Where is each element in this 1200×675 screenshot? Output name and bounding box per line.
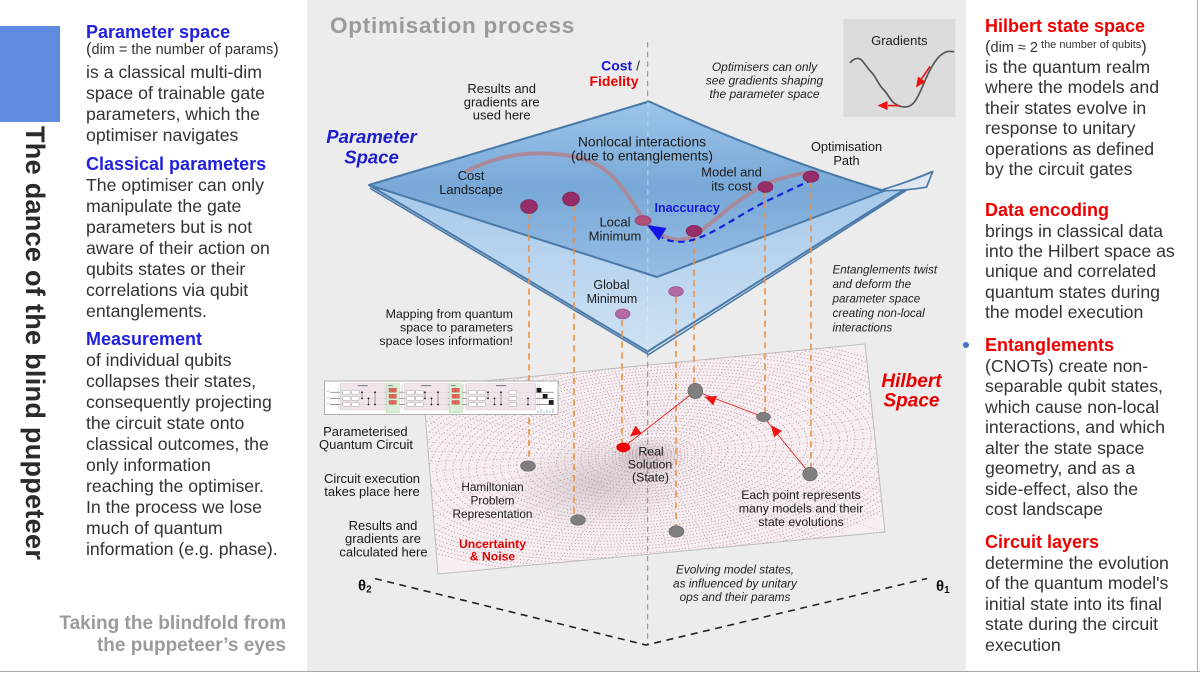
svg-text:(State): (State) [632, 471, 669, 485]
svg-text:as influenced by unitary: as influenced by unitary [673, 577, 798, 591]
svg-text:Nonlocal interactions: Nonlocal interactions [578, 135, 706, 150]
svg-text:state evolutions: state evolutions [758, 515, 843, 529]
svg-text:Results and: Results and [467, 81, 536, 96]
svg-text:Fidelity: Fidelity [589, 73, 638, 89]
svg-text:Each point represents: Each point represents [741, 488, 861, 502]
svg-text:θ2: θ2 [358, 578, 372, 596]
svg-text:Hamiltonian: Hamiltonian [461, 480, 523, 494]
svg-text:Quantum Circuit: Quantum Circuit [319, 437, 413, 452]
svg-text:space loses information!: space loses information! [379, 334, 513, 348]
svg-text:Solution: Solution [628, 458, 673, 472]
svg-text:interactions: interactions [833, 322, 893, 335]
svg-text:the parameter space: the parameter space [709, 87, 819, 101]
svg-text:Evolving model states,: Evolving model states, [676, 563, 794, 577]
svg-text:ops and their params: ops and their params [680, 590, 791, 604]
svg-text:Space: Space [344, 147, 399, 168]
svg-text:Optimisers can only: Optimisers can only [712, 60, 818, 74]
svg-text:Path: Path [833, 153, 859, 168]
svg-text:Minimum: Minimum [589, 229, 642, 244]
svg-text:Parameterised: Parameterised [323, 424, 408, 439]
svg-text:and deform the: and deform the [833, 278, 912, 291]
svg-text:Uncertainty: Uncertainty [459, 537, 526, 551]
svg-text:Results and: Results and [349, 518, 418, 533]
svg-text:Hilbert: Hilbert [881, 371, 942, 392]
svg-text:calculated here: calculated here [339, 544, 427, 559]
svg-text:Global: Global [593, 278, 629, 292]
svg-text:Problem: Problem [471, 494, 515, 508]
svg-text:(due to entanglements): (due to entanglements) [571, 149, 713, 164]
svg-text:many models and their: many models and their [739, 502, 863, 516]
svg-text:& Noise: & Noise [470, 550, 516, 564]
svg-text:Representation: Representation [452, 507, 532, 521]
svg-text:Gradients: Gradients [871, 33, 928, 48]
svg-text:Minimum: Minimum [587, 292, 638, 306]
svg-text:Real: Real [638, 445, 663, 459]
svg-text:gradients are: gradients are [464, 94, 540, 109]
svg-text:gradients are: gradients are [345, 531, 421, 546]
svg-text:Model and: Model and [701, 165, 762, 180]
svg-text:Inaccuracy: Inaccuracy [655, 201, 720, 215]
svg-text:Cost: Cost [458, 168, 485, 183]
svg-text:parameter space: parameter space [832, 293, 921, 306]
svg-text:creating non-local: creating non-local [833, 307, 926, 320]
svg-text:see gradients shaping: see gradients shaping [706, 74, 824, 88]
svg-text:Local: Local [599, 215, 630, 230]
svg-text:Entanglements twist: Entanglements twist [833, 264, 938, 277]
svg-text:Circuit execution: Circuit execution [324, 471, 420, 486]
svg-text:its cost: its cost [711, 179, 752, 194]
svg-text:used here: used here [473, 108, 531, 123]
svg-text:θ1: θ1 [936, 578, 950, 596]
svg-text:space to parameters: space to parameters [400, 320, 513, 334]
svg-text:Parameter: Parameter [326, 126, 418, 147]
svg-text:Space: Space [884, 391, 940, 412]
svg-text:takes place here: takes place here [324, 484, 419, 499]
svg-text:Cost /: Cost / [601, 58, 640, 74]
svg-text:Mapping from quantum: Mapping from quantum [386, 307, 513, 321]
svg-text:Landscape: Landscape [439, 182, 503, 197]
svg-text:Optimisation: Optimisation [811, 139, 882, 154]
